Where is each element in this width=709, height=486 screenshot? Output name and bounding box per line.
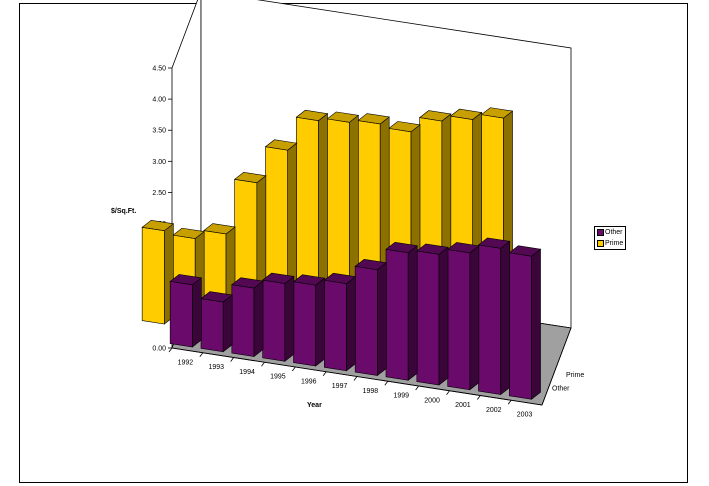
x-tick-label-2001: 2001 <box>455 402 471 409</box>
bar-other-2000-side <box>438 246 449 386</box>
depth-label-other: Other <box>552 385 570 392</box>
y-tick-label: 3.50 <box>152 128 166 135</box>
x-axis: 1992 1993 1994 1995 1996 1997 1998 1999 2000 2001… <box>168 327 584 419</box>
bar-prime-1996-top <box>264 139 298 151</box>
x-tick-label-1993: 1993 <box>208 364 224 371</box>
x-tick-label-2000: 2000 <box>424 397 440 404</box>
x-axis-line <box>171 347 543 406</box>
bar-other-1996-front <box>293 281 316 367</box>
x-tick-label-2002: 2002 <box>486 407 502 414</box>
x-tick-label-1995: 1995 <box>270 374 286 381</box>
bar-other-1993-side <box>222 294 233 353</box>
legend-swatch-other <box>597 229 604 236</box>
bar-other-1997-top <box>323 272 357 284</box>
bar-prime-2001-top <box>418 110 452 122</box>
x-tick <box>230 357 234 362</box>
bar-prime-1992-front <box>141 226 165 325</box>
bar-prime-1992-top <box>141 219 175 232</box>
x-tick <box>477 395 481 400</box>
bar-prime-1993-top <box>172 227 205 239</box>
bar-other-1992-side <box>192 277 202 348</box>
x-tick-label-2003: 2003 <box>517 412 533 419</box>
bar-other-1993-front <box>200 298 224 353</box>
x-axis-title: Year <box>307 402 322 409</box>
bar-other-2003-side <box>531 248 541 400</box>
y-tick-label: 2.50 <box>152 190 166 197</box>
bar-other-1995-front <box>262 279 286 362</box>
bar-other-1999-top <box>385 241 418 254</box>
x-tick <box>322 371 327 376</box>
bar-prime-2002-top <box>449 108 483 120</box>
bar-prime-2000-top <box>388 121 421 133</box>
bar-other-2003-top <box>508 245 542 257</box>
bar-other-1992-front <box>169 281 193 348</box>
bar-prime-1999-top <box>357 113 390 125</box>
bar-prime-1997-top <box>295 109 329 121</box>
x-tick-label-1997: 1997 <box>332 383 348 390</box>
bar-other-2001-top <box>446 242 480 254</box>
x-tick <box>446 390 450 395</box>
bar-other-1998-front <box>354 265 378 376</box>
x-tick <box>415 385 419 391</box>
x-tick <box>168 347 173 353</box>
bar-other-1998-side <box>377 262 387 377</box>
y-tick-label: 3.00 <box>152 159 166 166</box>
bar-other-1995-top <box>261 272 295 284</box>
depth-axis-line <box>541 327 572 406</box>
bar-other-1996-side <box>315 277 325 367</box>
bar-prime-2003-top <box>480 107 514 119</box>
bar-other-2002-side <box>500 240 510 396</box>
x-tick-label-1994: 1994 <box>239 369 255 376</box>
y-axis-title: $/Sq.Ft. <box>111 208 136 215</box>
x-tick-label-1999: 1999 <box>393 393 409 400</box>
bar-other-1994-top <box>231 277 264 289</box>
bar-other-2003-front <box>509 252 532 400</box>
x-tick <box>199 352 204 357</box>
y-tick-label: 4.50 <box>152 66 166 73</box>
bar-other-1997-side <box>346 276 356 372</box>
x-tick-label-1998: 1998 <box>363 388 379 395</box>
bar-other-1994-side <box>253 280 264 358</box>
legend-label-other: Other <box>605 229 623 236</box>
bar-other-2002-front <box>478 244 501 395</box>
bar-other-2001-front <box>447 249 471 391</box>
bar-prime-1998-top <box>326 111 360 123</box>
legend-item-other: Other <box>595 227 625 238</box>
x-tick <box>261 362 265 367</box>
legend-label-prime: Prime <box>605 240 624 247</box>
bar-other-1992-top <box>169 274 203 286</box>
legend-item-prime: Prime <box>595 238 625 249</box>
legend: Other Prime <box>594 226 626 250</box>
bar-prime-1994-top <box>203 223 236 235</box>
bar-other-1995-side <box>284 275 295 362</box>
x-tick <box>507 400 512 405</box>
x-tick <box>384 381 389 386</box>
x-tick <box>353 376 358 381</box>
bar-other-1999-side <box>407 245 418 381</box>
bar-other-1996-top <box>292 274 326 286</box>
bar-other-1997-front <box>324 279 347 372</box>
x-tick <box>292 366 296 372</box>
bar-other-2001-side <box>469 245 480 391</box>
bar-other-2000-front <box>416 250 440 386</box>
y-tick-label: 0.00 <box>152 346 166 353</box>
bar-other-1993-top <box>200 291 233 303</box>
bar-other-2000-top <box>416 243 449 255</box>
bar-other-1994-front <box>231 284 255 357</box>
legend-swatch-prime <box>597 240 604 247</box>
x-tick-label-1996: 1996 <box>301 378 317 385</box>
bar-other-1998-top <box>354 259 388 271</box>
y-tick-label: 4.00 <box>152 97 166 104</box>
x-tick-label-1992: 1992 <box>178 359 194 366</box>
bar-other-1999-front <box>385 248 409 381</box>
depth-label-prime: Prime <box>566 372 584 379</box>
bars <box>141 107 542 400</box>
bar-prime-1995-top <box>233 171 267 184</box>
bar-other-2002-top <box>477 237 511 249</box>
